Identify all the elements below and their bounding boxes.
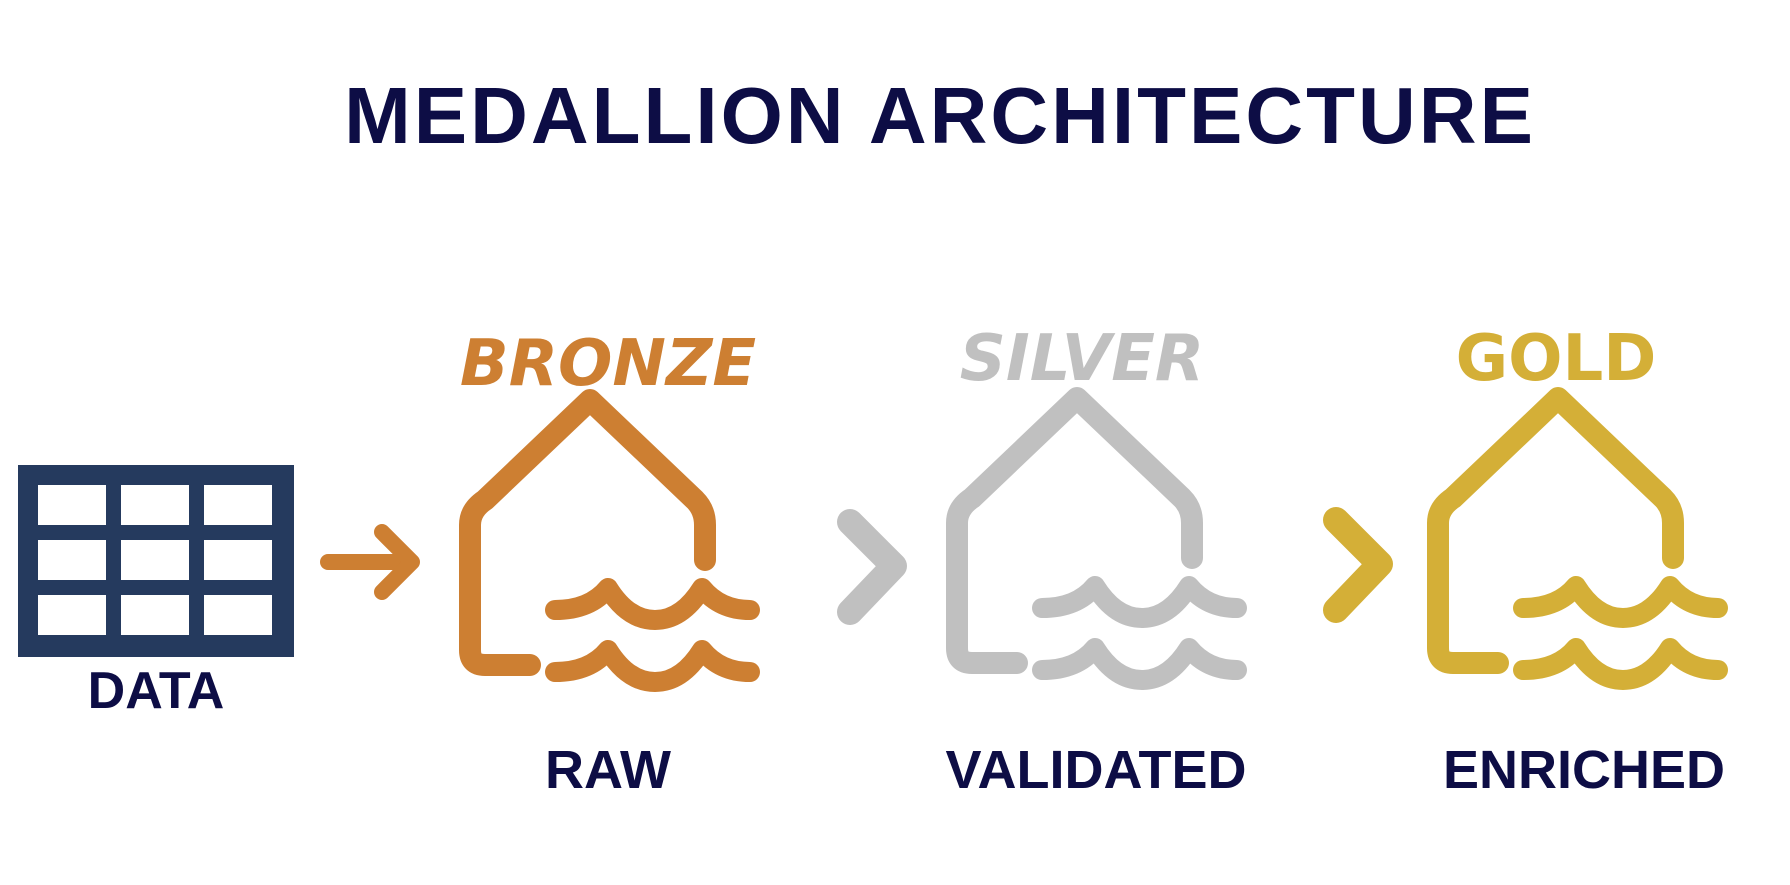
lakehouse-icon xyxy=(957,398,1237,680)
diagram-title: MEDALLION ARCHITECTURE xyxy=(344,71,1536,160)
tier-bronze: BRONZE RAW xyxy=(460,327,756,800)
arrow-data-to-bronze xyxy=(320,524,420,600)
tier-name: SILVER xyxy=(960,322,1204,396)
tier-gold: GOLD ENRICHED xyxy=(1438,322,1725,800)
source-node: DATA xyxy=(18,465,294,720)
arrow-silver-to-gold xyxy=(1237,507,1393,623)
arrow-bronze-to-silver xyxy=(749,509,907,625)
lakehouse-icon xyxy=(1438,398,1718,680)
tier-label: RAW xyxy=(545,740,671,800)
tier-label: ENRICHED xyxy=(1443,740,1725,800)
tier-label: VALIDATED xyxy=(946,740,1247,800)
source-label: DATA xyxy=(88,662,225,720)
lakehouse-icon xyxy=(470,400,750,682)
tier-silver: SILVER VALIDATED xyxy=(946,322,1247,800)
tier-name: GOLD xyxy=(1456,322,1657,396)
tier-name: BRONZE xyxy=(460,327,756,401)
